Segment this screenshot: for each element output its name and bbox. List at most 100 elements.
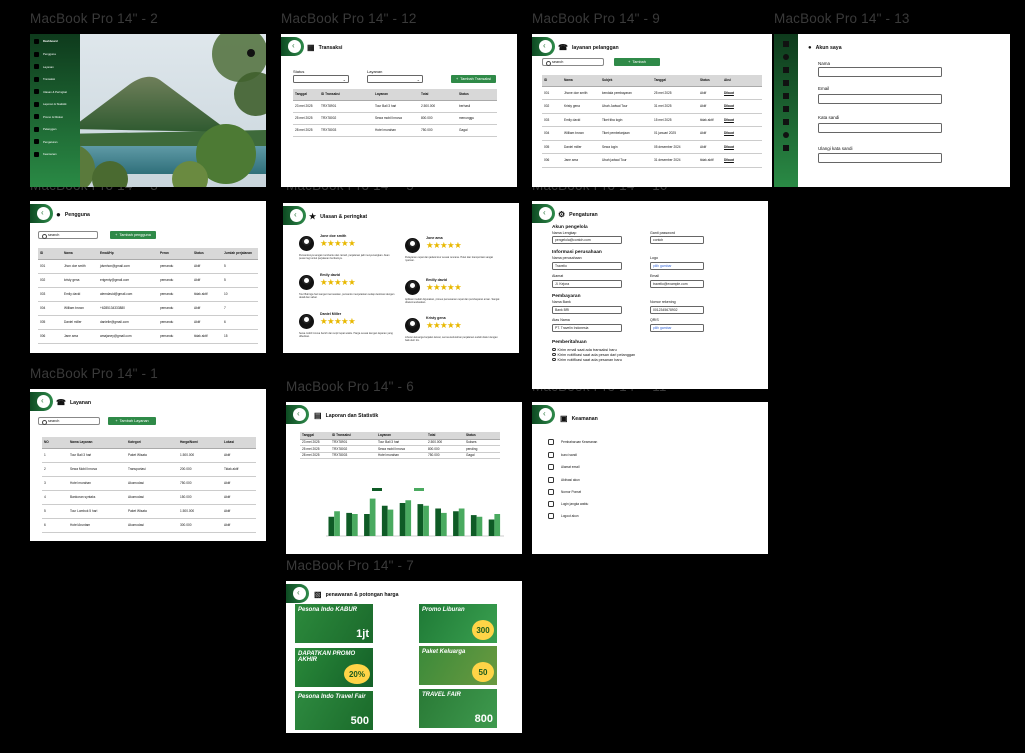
add-transaction-button[interactable]: + Tambah Transaksi <box>451 75 496 83</box>
star-icon[interactable] <box>783 93 789 99</box>
sidebar-item-transaksi[interactable]: Transaksi <box>30 73 80 86</box>
table-row[interactable]: 23 mei 2025 TRX78901 Tour Bali 3 hari 2.500… <box>293 100 497 113</box>
gear-icon[interactable] <box>783 132 789 138</box>
sidebar-item-laporan[interactable]: Laporan & Statistik <box>30 98 80 111</box>
table-row[interactable]: 003 Emily david Tiket tiba login 15 mei 202… <box>542 113 762 127</box>
status-select[interactable]: ⌄ <box>293 75 349 83</box>
company-name-field[interactable]: Travelio <box>552 262 622 270</box>
logo-upload-field[interactable]: pilih gambar <box>650 262 704 270</box>
action-link[interactable]: Dibuat <box>722 153 762 168</box>
user-icon[interactable] <box>783 54 789 60</box>
account-holder-field[interactable]: PT. Travelin Indonesia <box>552 324 622 332</box>
sidebar-item-promo[interactable]: Promo & Diskon <box>30 111 80 124</box>
back-button[interactable]: ‹ <box>286 584 309 603</box>
nama-lengkap-field[interactable]: pengelola@contoh.com <box>552 236 622 244</box>
phone-icon[interactable] <box>783 67 789 73</box>
back-button[interactable]: ‹ <box>30 392 53 411</box>
add-button[interactable]: + Tambah <box>614 58 660 66</box>
account-number-field[interactable]: 0012345678902 <box>650 306 704 314</box>
sidebar-item-pengaturan[interactable]: Pengaturan <box>30 136 80 149</box>
sidebar-item-dashboard[interactable]: Dashboard <box>30 34 80 48</box>
action-link[interactable]: Dibuat <box>722 86 762 100</box>
action-link[interactable]: Dibuat <box>722 140 762 154</box>
table-row[interactable]: 28 mei 2025 TRX78003 Hotel murahan 750.000 G… <box>300 452 500 459</box>
action-link[interactable]: Dibuat <box>722 126 762 141</box>
sidebar-item-keamanan[interactable]: Keamanan <box>30 148 80 161</box>
bank-name-field[interactable]: Bank BRI <box>552 306 622 314</box>
table-row[interactable]: 1 Tour Bali 3 hari Paket Wisata 1.500.000 Ak… <box>42 448 256 463</box>
table-row[interactable]: 004 William brown +6285134333880 pemandu Akt… <box>38 301 258 316</box>
action-link[interactable]: Dibuat <box>722 113 762 127</box>
table-row[interactable]: 006 Jane ama amajaney@gmail.com pemandu tida… <box>38 329 258 344</box>
table-row[interactable]: 4 Bankoran syntaks Akomodasi 150.000 Aktif <box>42 490 256 505</box>
security-item[interactable]: Aktivasi akun <box>548 477 580 483</box>
security-item[interactable]: Logout akun <box>548 513 579 519</box>
security-item[interactable]: Pembaharuan Keamanan <box>548 439 597 445</box>
qris-upload-field[interactable]: pilih gambar <box>650 324 704 332</box>
back-button[interactable]: ‹ <box>532 204 555 223</box>
back-button[interactable]: ‹ <box>30 204 53 223</box>
table-row[interactable]: 3 Hotel murahan Akomodasi 750.000 Aktif <box>42 476 256 491</box>
table-row[interactable]: 005 Daniel miller danielle@gmail.com pemand… <box>38 315 258 330</box>
add-user-button[interactable]: + Tambah pengguna <box>110 231 156 239</box>
sidebar-item-ulasan[interactable]: Ulasan & Peringkat <box>30 86 80 99</box>
back-button[interactable]: ‹ <box>283 206 306 225</box>
table-row[interactable]: 001 Jhon doe smith jdsmhon@gmail.com pemand… <box>38 259 258 274</box>
profile-icon[interactable] <box>247 49 255 57</box>
address-field[interactable]: Jl. Kejora <box>552 280 622 288</box>
search-input[interactable]: search <box>38 417 100 425</box>
back-button[interactable]: ‹ <box>281 37 304 56</box>
table-row[interactable]: 25 mei 2025 TRX78002 Sewa mobil Innova 800.… <box>293 112 497 125</box>
email-field[interactable]: travelio@example.com <box>650 280 704 288</box>
sidebar-item-pelanggan[interactable]: Pelanggan <box>30 123 80 136</box>
search-input[interactable]: search <box>38 231 98 239</box>
table-row[interactable]: 006 Jane ama Ubah jadwal Tour 31 desember 2… <box>542 153 762 168</box>
table-row[interactable]: 002 Kristy gena Ubah Jadwal Tour 31 mei 202… <box>542 99 762 114</box>
back-button[interactable]: ‹ <box>532 37 555 56</box>
promo-banner[interactable]: Pesona Indo KABUR 1jt <box>295 604 373 643</box>
password-field[interactable] <box>818 123 942 133</box>
sidebar-item-pengguna[interactable]: Pengguna <box>30 48 80 61</box>
email-field[interactable] <box>818 94 942 104</box>
table-row[interactable]: 001 Jhone doe smith kendala pembayaran 25 m… <box>542 86 762 100</box>
security-item[interactable]: Alamat email <box>548 464 579 470</box>
table-row[interactable]: 28 mei 2025 TRX78003 Hotel murahan 750.000 G… <box>293 124 497 137</box>
add-service-button[interactable]: + Tambah Layanan <box>108 417 156 425</box>
password-field[interactable]: contoh <box>650 236 704 244</box>
security-item[interactable]: kunci sandi <box>548 452 577 458</box>
nama-field[interactable] <box>818 67 942 77</box>
dashboard-icon[interactable] <box>783 41 789 47</box>
notif-option[interactable]: Kirim email saat ada transaksi baru <box>552 347 635 352</box>
confirm-password-field[interactable] <box>818 153 942 163</box>
promo-banner[interactable]: Pesona Indo Travel Fair 500 <box>295 691 373 730</box>
promo-banner[interactable]: Promo Liburan 300 <box>419 604 497 643</box>
receipt-icon[interactable] <box>783 80 789 86</box>
table-row[interactable]: 25 mei 2025 TRX78002 Sewa mobil Innova 800.… <box>300 445 500 453</box>
table-row[interactable]: 2 Sewa Mobil Innova Transportasi 200.000 Tid… <box>42 462 256 477</box>
security-item[interactable]: Login jangka waktu <box>548 501 588 507</box>
promo-banner[interactable]: DAPATKAN PROMO AKHIR 20% <box>295 648 373 687</box>
back-button[interactable]: ‹ <box>532 405 555 424</box>
table-row[interactable]: 005 Daniel miller Sewa login 05 desember 20… <box>542 140 762 154</box>
security-item[interactable]: Nomor Ponsel <box>548 489 581 495</box>
notif-option[interactable]: Kirim notifikasi saat ada pesan dari pel… <box>552 352 635 357</box>
table-row[interactable]: 23 mei 2025 TRX78901 Tour Bali 3 hari 2.500… <box>300 439 500 446</box>
promo-banner[interactable]: TRAVEL FAIR 800 <box>419 689 497 728</box>
table-row[interactable]: 003 Emily david alemdavid@gmail.com pemandu… <box>38 287 258 302</box>
search-input[interactable]: search <box>542 58 604 66</box>
layanan-select[interactable]: ⌄ <box>367 75 423 83</box>
table-row[interactable]: 002 kristy gena erigenty@gmail.com pemandu A… <box>38 273 258 288</box>
action-link[interactable]: Dibuat <box>722 99 762 114</box>
tag-icon[interactable] <box>783 119 789 125</box>
chart-icon[interactable] <box>783 106 789 112</box>
col-header: Status <box>457 89 497 101</box>
notif-option[interactable]: Kirim notifikasi saat ada pesanan baru <box>552 357 635 362</box>
promo-banner[interactable]: Paket Keluarga 50 <box>419 646 497 685</box>
back-button[interactable]: ‹ <box>286 405 309 424</box>
sidebar-item-layanan[interactable]: Layanan <box>30 61 80 74</box>
chart-bar <box>488 519 495 536</box>
table-row[interactable]: 6 Hotel Aruntam Akomodasi 300.000 Aktif <box>42 518 256 533</box>
table-row[interactable]: 5 Tour Lombok 5 hari Paket Wisata 1.500.000… <box>42 504 256 519</box>
lock-icon[interactable] <box>783 145 789 151</box>
table-row[interactable]: 004 William brown Tiket pembelanjaan 01 jan… <box>542 126 762 141</box>
